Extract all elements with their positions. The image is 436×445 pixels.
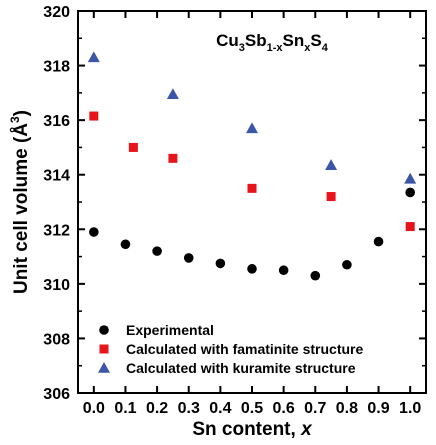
y-axis-title: Unit cell volume (Å3)	[8, 110, 32, 294]
legend-marker-square	[99, 344, 109, 354]
y-tick-label: 314	[43, 168, 70, 185]
data-point-circle	[183, 253, 194, 263]
legend: Experimental Calculated with famatinite …	[98, 322, 363, 376]
data-point-triangle	[87, 51, 100, 63]
data-points	[87, 51, 417, 281]
y-tick-label: 320	[43, 4, 70, 21]
chart-title: Cu3Sb1-xSnxS4	[216, 31, 329, 54]
data-point-circle	[89, 227, 99, 237]
data-point-circle	[310, 270, 321, 281]
x-tick-label: 0.4	[209, 400, 231, 417]
x-tick-label: 0.6	[273, 400, 295, 417]
axis-ticks: 0.0 0.1 0.2 0.3 0.4 0.5 0.6 0.7 0.8 0.9 1.0 306 308 3…	[43, 4, 426, 417]
data-point-circle	[215, 258, 226, 269]
y-tick-label: 316	[43, 113, 70, 130]
x-tick-label: 0.8	[336, 400, 358, 417]
legend-marker-triangle	[98, 362, 110, 373]
x-tick-label: 0.0	[83, 400, 105, 417]
x-tick-label: 0.3	[178, 400, 200, 417]
legend-label-famatinite: Calculated with famatinite structure	[126, 341, 363, 357]
legend-item-famatinite: Calculated with famatinite structure	[99, 341, 363, 357]
data-point-triangle	[166, 88, 179, 100]
y-tick-label: 312	[43, 222, 70, 239]
legend-label-kuramite: Calculated with kuramite structure	[126, 360, 356, 376]
legend-marker-symbol	[99, 344, 109, 354]
x-tick-label: 1.0	[399, 400, 421, 417]
y-tick-label: 308	[43, 331, 70, 348]
series-square	[89, 111, 415, 232]
data-point-circle	[247, 264, 257, 274]
data-point-square	[247, 183, 257, 193]
data-point-circle	[405, 187, 415, 198]
data-point-triangle	[404, 172, 417, 184]
x-axis-title: Sn content, x	[192, 419, 313, 440]
legend-marker-symbol	[98, 362, 110, 373]
y-tick-label: 310	[43, 277, 70, 294]
series-circle	[89, 187, 415, 281]
legend-label-experimental: Experimental	[126, 322, 214, 338]
y-tick-label: 318	[43, 59, 70, 76]
x-tick-label: 0.9	[367, 400, 389, 417]
x-tick-label: 0.5	[241, 400, 263, 417]
x-tick-label: 0.7	[304, 400, 326, 417]
data-point-circle	[278, 265, 289, 276]
data-point-circle	[373, 236, 384, 247]
data-point-circle	[342, 259, 352, 270]
series-triangle	[87, 51, 417, 184]
data-point-square	[326, 192, 336, 202]
legend-marker-symbol	[99, 325, 109, 335]
y-tick-label: 306	[43, 386, 70, 403]
data-point-square	[168, 153, 178, 163]
legend-item-kuramite: Calculated with kuramite structure	[98, 360, 356, 376]
legend-item-experimental: Experimental	[99, 322, 214, 338]
data-point-circle	[152, 246, 162, 256]
data-point-square	[128, 142, 138, 152]
data-point-triangle	[246, 122, 258, 134]
x-tick-label: 0.2	[146, 400, 168, 417]
data-point-square	[89, 111, 99, 121]
legend-marker-circle	[99, 325, 109, 335]
data-point-triangle	[325, 159, 338, 170]
data-point-square	[405, 222, 415, 232]
x-tick-label: 0.1	[114, 400, 136, 417]
data-point-circle	[120, 239, 131, 250]
